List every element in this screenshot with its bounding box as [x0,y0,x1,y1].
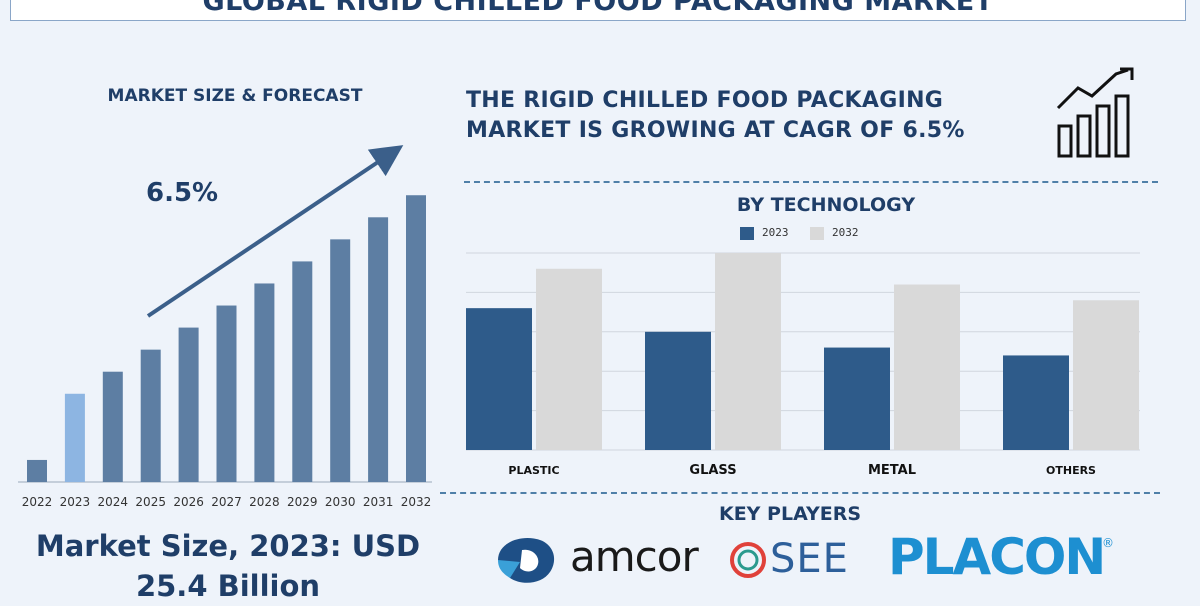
bar-plastic-2032 [536,268,602,450]
divider-top [464,181,1158,183]
see-logo: SEE [728,536,858,588]
x-tick-2032: 2032 [401,495,432,509]
x-tick-2030: 2030 [325,495,356,509]
amcor-mark-icon [498,538,555,583]
legend-2032: 2032 [810,226,859,240]
see-mark-icon [730,542,766,578]
x-tick-2027: 2027 [211,495,242,509]
placon-wordmark: PLACON [888,528,1106,586]
bar-2029 [292,261,313,482]
market-size-line-1: Market Size, 2023: USD [35,529,421,563]
x-tick-2031: 2031 [363,495,394,509]
bar-2031 [368,217,389,482]
bar-2032 [406,195,426,482]
bar-metal-2032 [894,284,960,450]
bar-2025 [140,349,161,482]
x-tick-2026: 2026 [173,495,204,509]
see-wordmark: SEE [770,536,849,582]
bar-glass-2023 [645,331,711,450]
placon-logo: PLACON ® [888,528,1118,588]
amcor-wordmark: amcor [570,532,699,581]
headline-line-1: THE RIGID CHILLED FOOD PACKAGING [466,88,944,113]
cagr-annotation: 6.5% [146,178,219,208]
legend-label-2023: 2023 [762,226,789,239]
bar-2027 [216,305,237,482]
bar-2028 [254,283,275,482]
x-tick-2028: 2028 [249,495,280,509]
title-banner: GLOBAL RIGID CHILLED FOOD PACKAGING MARK… [10,0,1186,21]
by-technology-bar-chart: PLASTIC GLASS METAL OTHERS [466,252,1140,478]
x-tick-metal: METAL [868,463,916,478]
headline-line-2: MARKET IS GROWING AT CAGR OF 6.5% [466,118,965,143]
growth-arrow [146,145,404,318]
x-tick-2024: 2024 [98,495,129,509]
x-tick-2029: 2029 [287,495,318,509]
registered-mark: ® [1102,536,1114,550]
by-technology-title: BY TECHNOLOGY [736,194,916,216]
growth-chart-icon [1056,67,1134,158]
bar-metal-2023 [824,347,890,450]
market-size-text: Market Size, 2023: USD 25.4 Billion [18,526,438,606]
bar-2030 [330,239,351,482]
bar-others-2023 [1003,355,1069,450]
amcor-logo: amcor [492,530,702,590]
x-tick-others: OTHERS [1046,464,1096,477]
x-tick-glass: GLASS [689,463,736,478]
legend-label-2032: 2032 [832,226,859,239]
bar-plastic-2023 [466,308,532,450]
bar-2022 [27,459,47,482]
market-size-line-2: 25.4 Billion [135,569,321,603]
x-tick-2023: 2023 [60,495,91,509]
legend-2023: 2023 [740,226,789,240]
key-players-title: KEY PLAYERS [718,503,862,525]
page-title: GLOBAL RIGID CHILLED FOOD PACKAGING MARK… [202,0,994,17]
bar-2026 [178,327,199,482]
x-tick-2025: 2025 [135,495,166,509]
bar-2023 [64,393,85,482]
legend-swatch-2023 [740,226,754,240]
cagr-headline: THE RIGID CHILLED FOOD PACKAGING MARKET … [466,86,1026,146]
bar-others-2032 [1073,300,1139,450]
bar-2024 [102,371,123,482]
legend-swatch-2032 [810,226,824,240]
x-tick-2022: 2022 [22,495,53,509]
bar-glass-2032 [715,253,781,450]
market-size-bar-chart: 2022 2023 2024 2025 2026 2027 2028 2029 2030 2031… [18,145,432,509]
market-size-forecast-title: MARKET SIZE & FORECAST [107,86,363,106]
divider-bottom [440,492,1160,494]
x-tick-plastic: PLASTIC [508,464,559,477]
